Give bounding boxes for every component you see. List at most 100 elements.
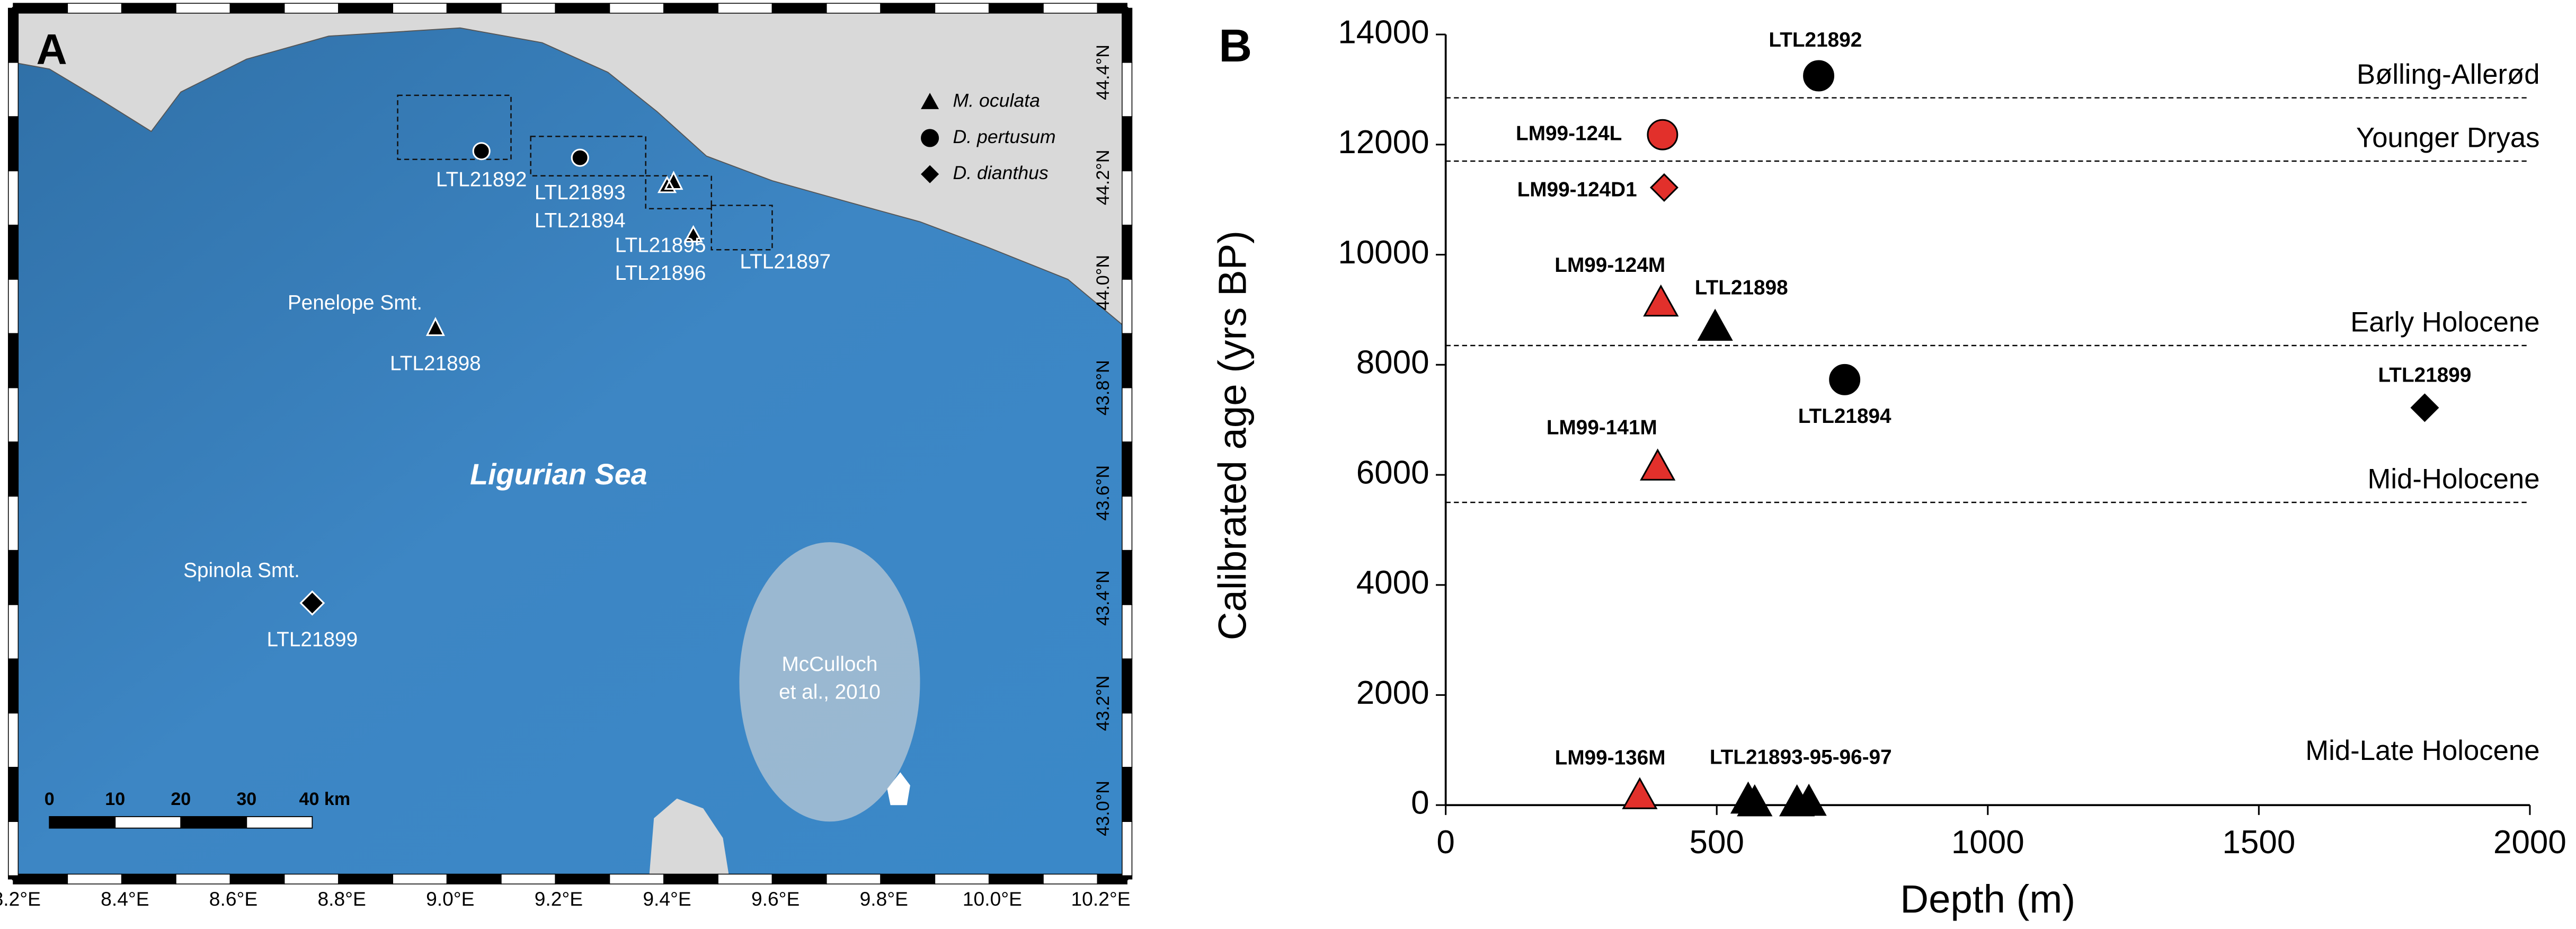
- frame-segment: [229, 3, 285, 14]
- point-label: LM99-124M: [1555, 254, 1665, 277]
- frame-segment: [825, 3, 881, 14]
- point-label: LTL21894: [1798, 405, 1891, 428]
- frame-segment: [771, 3, 827, 14]
- point-label: LTL21899: [2378, 364, 2472, 387]
- frame-segment: [1122, 712, 1133, 768]
- frame-segment: [7, 170, 19, 226]
- site-label: LTL21897: [740, 250, 831, 273]
- corsica: [649, 798, 730, 879]
- lat-label: 43.6°N: [1093, 465, 1113, 521]
- lat-label: 43.0°N: [1093, 781, 1113, 836]
- frame-segment: [229, 873, 285, 884]
- frame-segment: [825, 873, 881, 884]
- frame-segment: [338, 3, 394, 14]
- lon-label: 8.2°E: [0, 888, 41, 910]
- frame-segment: [1122, 496, 1133, 551]
- scale-segment: [49, 816, 116, 829]
- y-tick-label: 2000: [1356, 675, 1429, 711]
- frame-segment: [67, 873, 122, 884]
- site-box: [397, 94, 512, 160]
- frame-segment: [1122, 875, 1133, 880]
- lon-label: 9.6°E: [751, 888, 800, 910]
- lon-label: 10.0°E: [963, 888, 1022, 910]
- frame-segment: [1122, 170, 1133, 226]
- frame-segment: [1122, 550, 1133, 605]
- frame-segment: [13, 3, 68, 14]
- reference-area: [739, 542, 920, 822]
- point: [1647, 119, 1678, 151]
- panel-label: B: [1219, 20, 1252, 72]
- frame-segment: [1122, 62, 1133, 117]
- scale-bar: 0 10 20 30 40 km: [45, 789, 350, 829]
- reference-label: McCulloch: [782, 653, 878, 676]
- site-label: LTL21896: [615, 262, 706, 285]
- frame-segment: [1122, 604, 1133, 660]
- frame-segment: [934, 3, 990, 14]
- frame-segment: [392, 3, 448, 14]
- scale-label: 20: [171, 789, 191, 809]
- y-axis-title: Calibrated age (yrs BP): [1210, 231, 1254, 640]
- frame-segment: [1122, 224, 1133, 280]
- point: [1791, 783, 1827, 816]
- point-label: LM99-136M: [1555, 747, 1666, 769]
- y-tick-label: 4000: [1356, 564, 1429, 601]
- legend-label: D. pertusum: [953, 126, 1056, 147]
- frame-segment: [1122, 767, 1133, 822]
- point-label: LM99-124L: [1516, 122, 1622, 145]
- frame-segment: [392, 873, 448, 884]
- frame-segment: [7, 821, 19, 877]
- legend: M. oculata D. pertusum D. dianthus: [921, 90, 1056, 183]
- map-frame: 8.2°E 8.4°E 8.6°E 8.8°E 9.0°E 9.2°E 9.4°E 9.6°E…: [0, 3, 1133, 910]
- island: [887, 772, 910, 806]
- frame-segment: [7, 658, 19, 714]
- frame-segment: [1043, 873, 1098, 884]
- frame-segment: [609, 3, 664, 14]
- seamount-label: Penelope Smt.: [288, 291, 422, 314]
- scale-label: 30: [236, 789, 256, 809]
- lon-label: 9.0°E: [426, 888, 474, 910]
- point-label: LM99-141M: [1547, 416, 1657, 439]
- frame-segment: [880, 3, 936, 14]
- site-label: LTL21894: [535, 209, 626, 232]
- frame-segment: [7, 333, 19, 388]
- lon-label: 10.2°E: [1071, 888, 1131, 910]
- frame-segment: [501, 3, 556, 14]
- x-tick-label: 2000: [2493, 824, 2566, 861]
- point: [1622, 777, 1658, 809]
- frame-segment: [555, 873, 610, 884]
- site-marker: [571, 148, 589, 167]
- x-axis-title: Depth (m): [1900, 877, 2075, 921]
- lon-label: 8.4°E: [101, 888, 149, 910]
- frame-segment: [663, 873, 718, 884]
- lat-label: 44.0°N: [1093, 255, 1113, 311]
- frame-segment: [663, 3, 718, 14]
- frame-segment: [1122, 441, 1133, 497]
- frame-segment: [7, 62, 19, 117]
- frame-segment: [7, 712, 19, 768]
- lat-label: 44.4°N: [1093, 45, 1113, 100]
- legend-marker: [921, 165, 939, 183]
- frame-segment: [175, 3, 231, 14]
- period-label: Mid-Holocene: [2367, 464, 2539, 495]
- lat-label: 43.2°N: [1093, 676, 1113, 731]
- legend-label: D. dianthus: [953, 162, 1049, 183]
- point: [1697, 308, 1733, 341]
- point: [1643, 284, 1679, 317]
- lon-label: 8.8°E: [317, 888, 366, 910]
- x-tick-label: 1500: [2222, 824, 2295, 861]
- frame-segment: [1043, 3, 1098, 14]
- y-tick-label: 8000: [1356, 344, 1429, 381]
- panel-label: A: [36, 26, 67, 74]
- lon-label: 9.2°E: [535, 888, 583, 910]
- y-tick-label: 12000: [1338, 124, 1429, 161]
- lon-label: 8.6°E: [209, 888, 257, 910]
- frame-segment: [501, 873, 556, 884]
- period-label: Bølling-Allerød: [2357, 59, 2539, 90]
- legend-marker: [921, 93, 939, 109]
- seamount-label: Spinola Smt.: [183, 559, 300, 582]
- frame-segment: [7, 116, 19, 172]
- frame-segment: [1122, 821, 1133, 877]
- y-tick-label: 6000: [1356, 454, 1429, 491]
- point: [1640, 448, 1676, 481]
- frame-segment: [988, 873, 1044, 884]
